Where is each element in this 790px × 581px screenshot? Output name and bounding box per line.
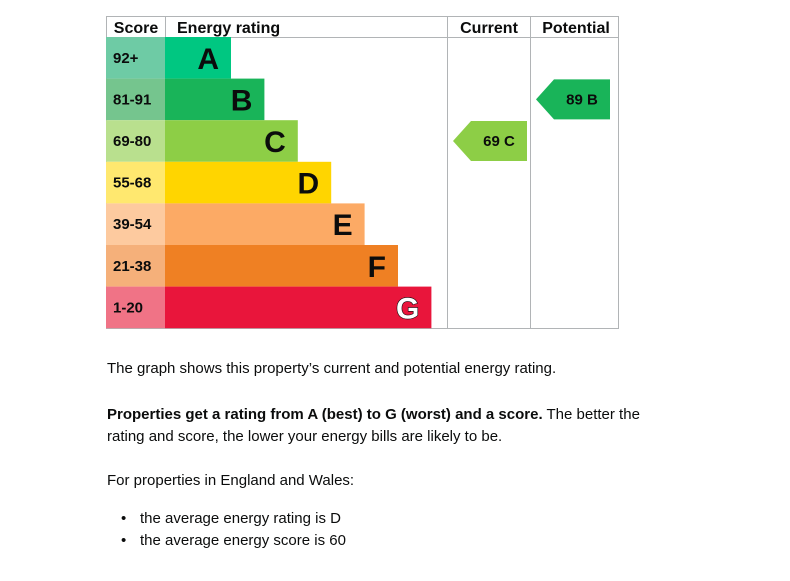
band-bar — [165, 37, 231, 79]
band-bar — [165, 245, 398, 287]
chart-description: The graph shows this property’s current … — [107, 360, 557, 377]
current-rating-label: 69 C — [483, 133, 515, 150]
band-bar — [165, 286, 432, 329]
band-d: 55-68 D — [106, 161, 332, 204]
band-score-label: 69-80 — [113, 133, 151, 150]
band-score-cell — [106, 203, 165, 245]
band-letter: E — [333, 209, 353, 242]
rating-bands: 92+ A 81-91 B 69-80 C 55-68 D 39-54 E 21-38 F 1-20 G — [106, 37, 432, 329]
band-score-label: 1-20 — [113, 299, 143, 316]
current-rating-arrow — [453, 121, 527, 161]
potential-rating: 89 B — [536, 79, 610, 120]
ratings-explanation-bold: Properties get a rating from A (best) to… — [107, 406, 543, 423]
band-score-cell — [106, 120, 165, 162]
band-letter: A — [197, 43, 219, 76]
band-e: 39-54 E — [106, 203, 365, 245]
band-f: 21-38 F — [106, 245, 398, 287]
potential-rating-arrow — [536, 79, 610, 120]
band-b: 81-91 B — [106, 78, 265, 121]
score-header: Score — [114, 20, 159, 37]
band-score-label: 55-68 — [113, 175, 151, 192]
band-score-label: 92+ — [113, 50, 139, 67]
ratings-explanation: Properties get a rating from A (best) to… — [107, 404, 667, 448]
list-item: the average energy score is 60 — [107, 530, 346, 552]
ratings-explanation-rest: The better the rating and score, the low… — [107, 406, 640, 445]
band-bar — [165, 120, 298, 162]
band-letter: C — [264, 126, 286, 159]
band-letter: F — [368, 251, 386, 284]
band-letter: B — [231, 84, 253, 117]
energy-rating-header: Energy rating — [177, 20, 280, 37]
band-g: 1-20 G — [106, 286, 432, 329]
band-score-cell — [106, 78, 165, 121]
averages-list: the average energy rating is D the avera… — [107, 508, 346, 552]
band-bar — [165, 161, 332, 204]
rating-indicators: 69 C 89 B — [453, 79, 610, 161]
band-score-cell — [106, 37, 165, 79]
list-item: the average energy rating is D — [107, 508, 346, 530]
band-letter: G — [396, 292, 419, 325]
potential-rating-label: 89 B — [566, 91, 598, 108]
band-score-label: 39-54 — [113, 216, 152, 233]
band-c: 69-80 C — [106, 120, 298, 162]
band-score-label: 21-38 — [113, 258, 151, 275]
region-label: For properties in England and Wales: — [107, 472, 355, 489]
band-score-label: 81-91 — [113, 91, 151, 108]
band-letter: D — [298, 168, 320, 201]
band-bar — [165, 203, 365, 245]
band-score-cell — [106, 245, 165, 287]
current-rating: 69 C — [453, 121, 527, 161]
band-bar — [165, 78, 265, 121]
current-header: Current — [460, 20, 518, 37]
band-score-cell — [106, 161, 165, 204]
band-score-cell — [106, 286, 165, 329]
band-a: 92+ A — [106, 37, 231, 79]
potential-header: Potential — [542, 20, 610, 37]
epc-chart: Score Energy rating Current Potential 92… — [106, 16, 619, 329]
